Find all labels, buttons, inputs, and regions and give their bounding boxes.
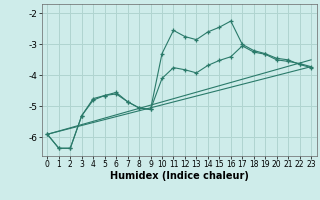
X-axis label: Humidex (Indice chaleur): Humidex (Indice chaleur) — [110, 171, 249, 181]
